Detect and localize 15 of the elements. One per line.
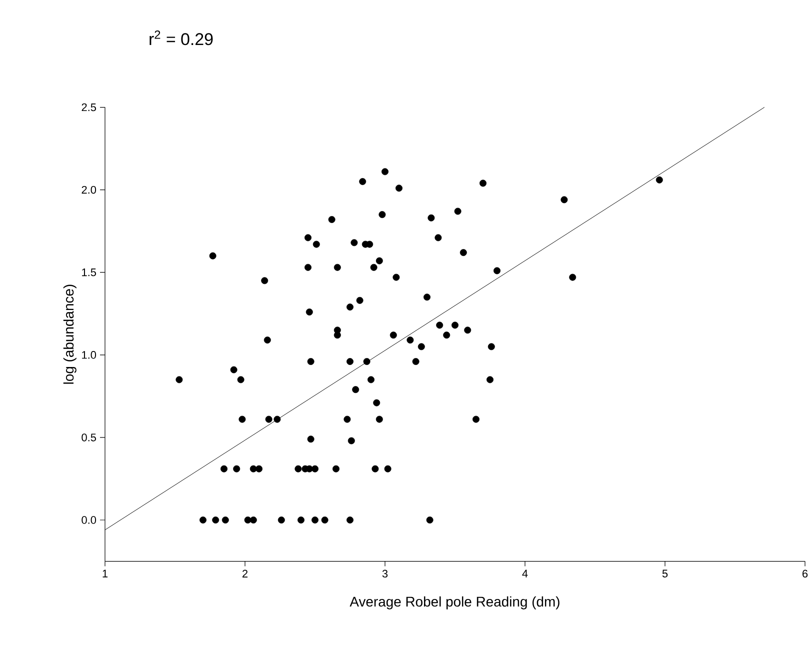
- y-tick-label: 1.0: [82, 351, 96, 359]
- x-axis-title: Average Robel pole Reading (dm): [350, 596, 560, 610]
- x-tick-label: 5: [662, 570, 668, 578]
- text: r$^{2}$ = 0.29: [150, 30, 213, 46]
- x-tick-label: 3: [382, 570, 388, 578]
- y-axis-title: log (abundance): [63, 284, 76, 384]
- x-tick-label: 1: [102, 570, 108, 578]
- x-tick-label: 6: [802, 570, 808, 578]
- y-tick-label: 0.0: [82, 516, 96, 524]
- y-tick-label: 2.0: [82, 186, 96, 194]
- x-tick-label: 2: [242, 570, 248, 578]
- y-tick-label: 0.5: [82, 434, 96, 442]
- x-tick-label: 4: [522, 570, 528, 578]
- y-tick-label: 1.5: [82, 268, 96, 276]
- y-tick-label: 2.5: [82, 103, 96, 112]
